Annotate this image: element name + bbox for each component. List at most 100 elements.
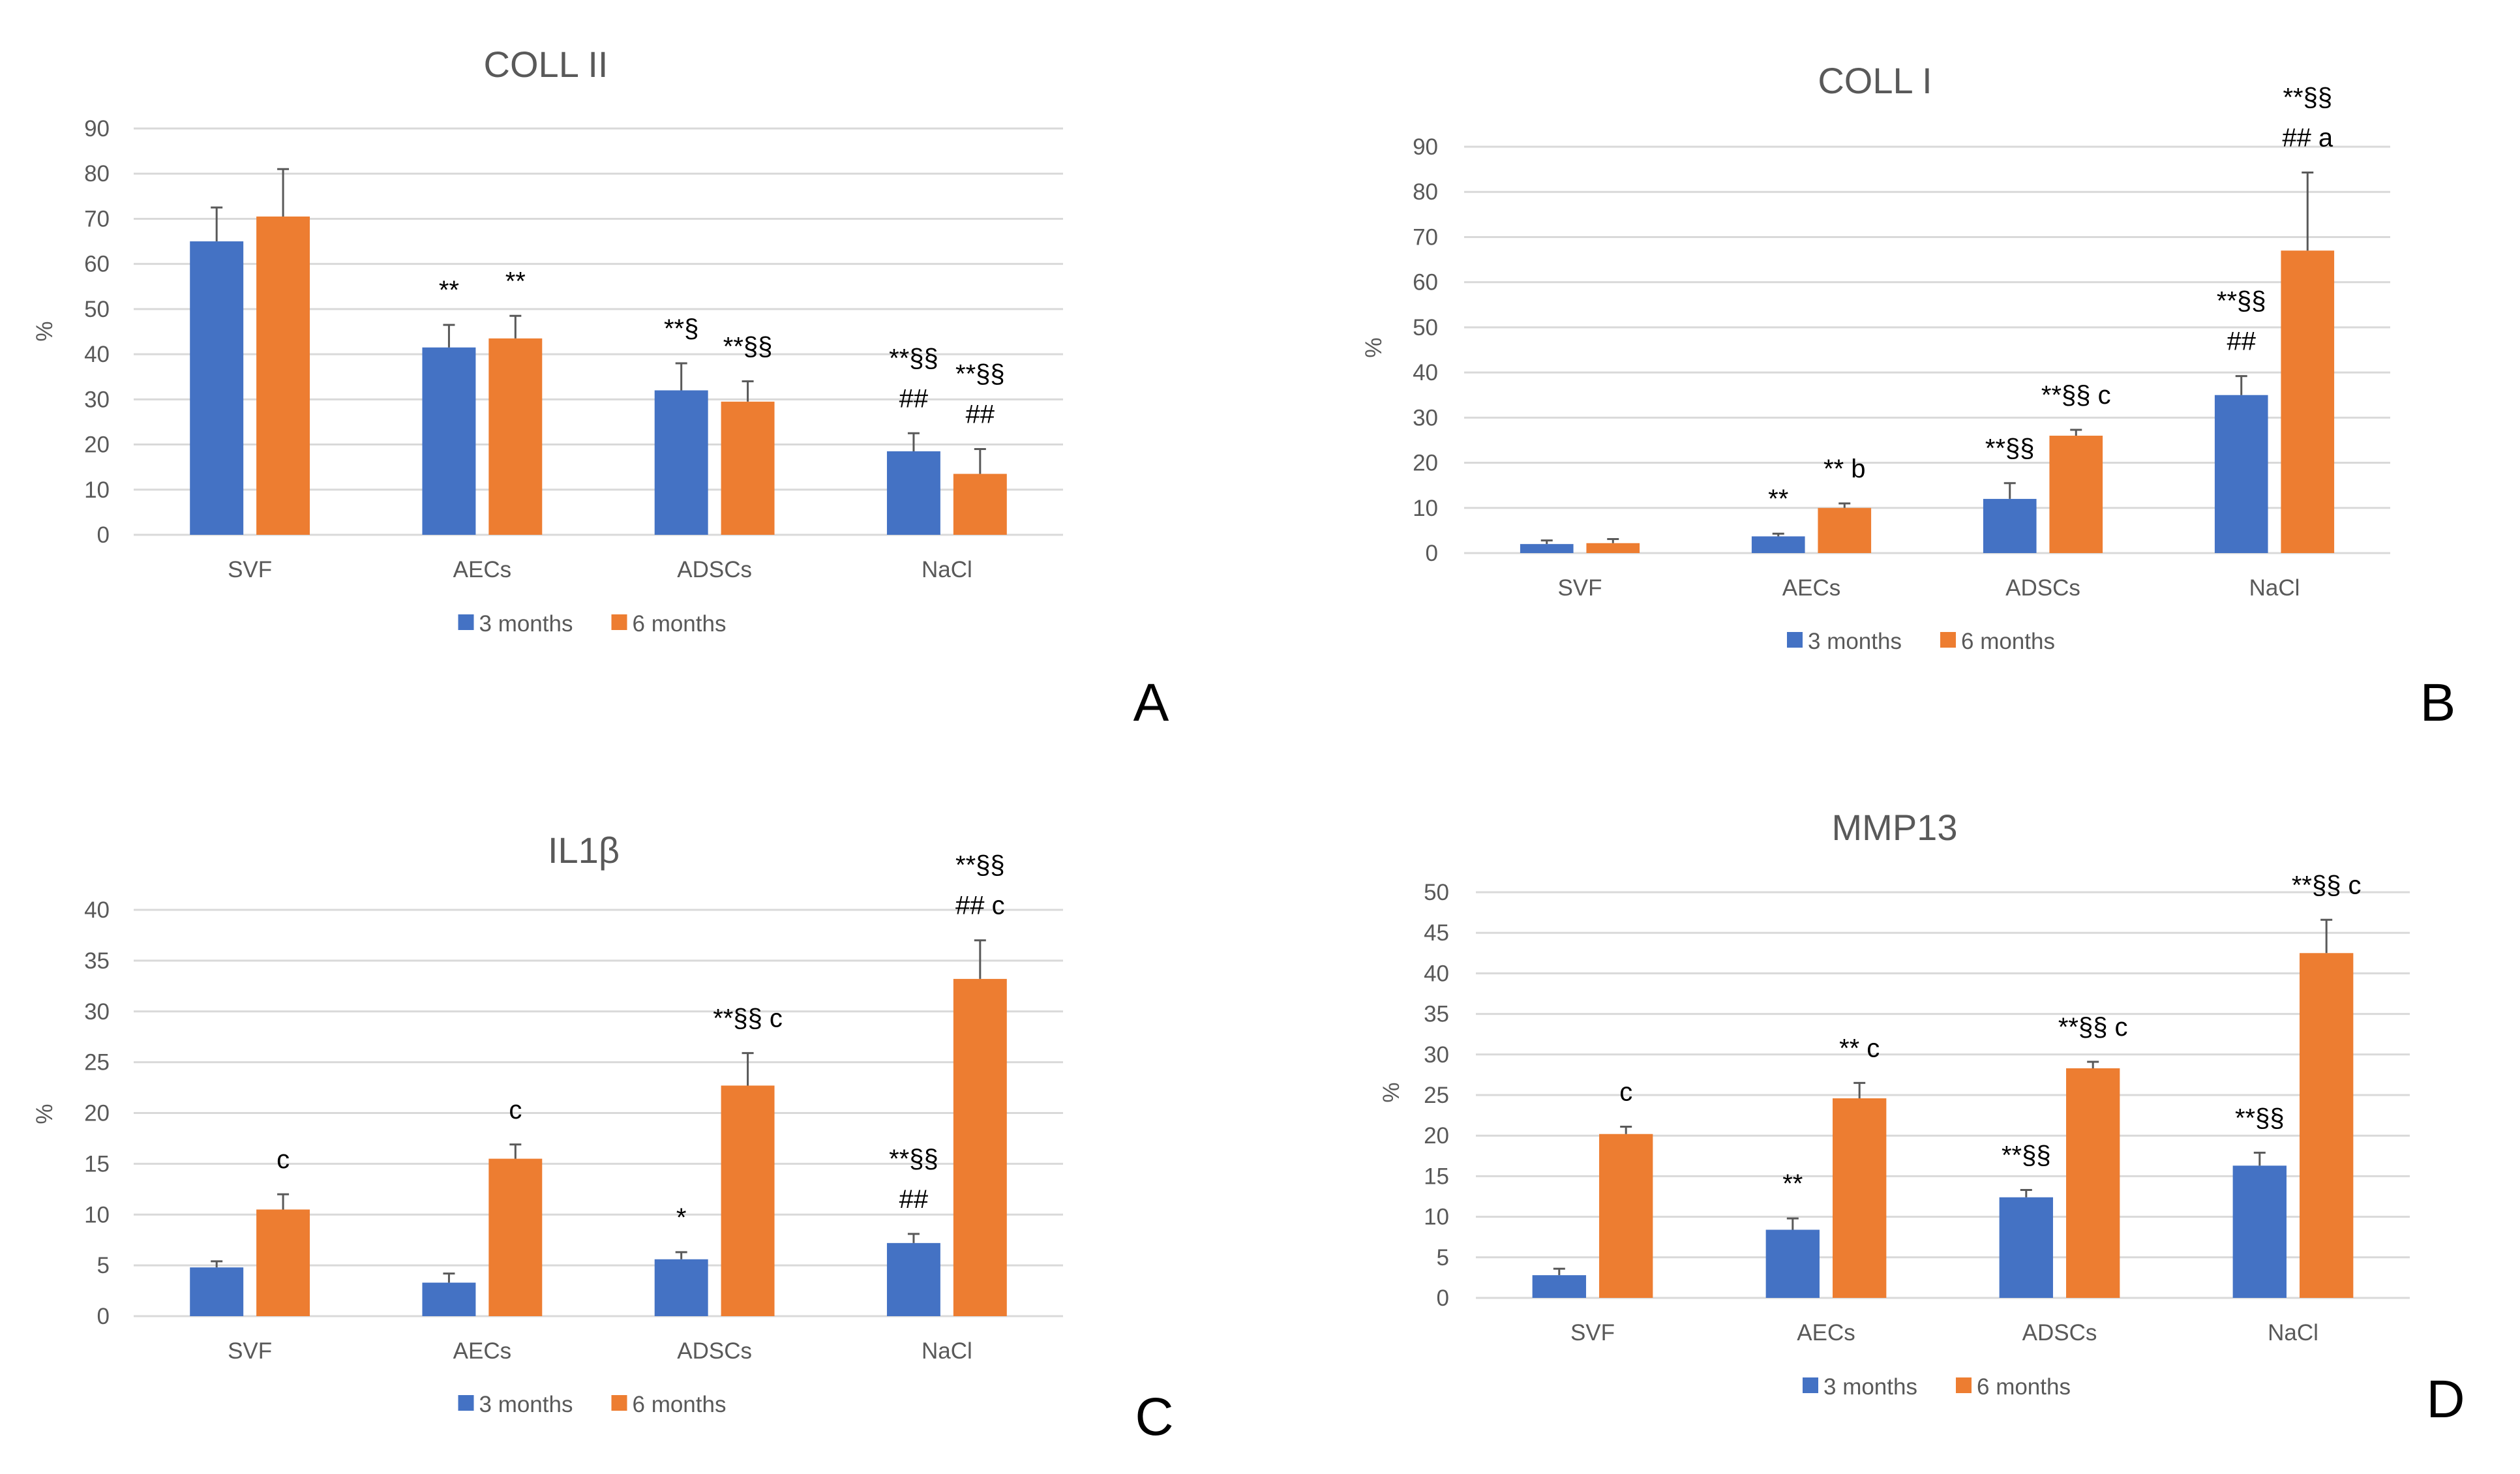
- y-tick-label: 10: [84, 1202, 110, 1227]
- y-axis-label: %: [32, 321, 57, 341]
- significance-label: ##: [899, 1185, 929, 1214]
- significance-label: **§§: [2235, 1104, 2285, 1132]
- x-tick-label: ADSCs: [677, 1338, 752, 1364]
- y-tick-label: 50: [1424, 880, 1449, 905]
- significance-label: **§§: [2217, 287, 2266, 316]
- y-tick-label: 35: [84, 948, 110, 974]
- y-tick-label: 40: [1424, 961, 1449, 986]
- error-bar: [211, 206, 223, 242]
- bar-adscs-6m: [721, 1085, 775, 1316]
- significance-label: **§§ c: [2292, 871, 2362, 899]
- error-bar: [1607, 538, 1619, 543]
- y-tick-label: 70: [1413, 224, 1438, 250]
- significance-label: **§: [664, 314, 698, 343]
- bar-aecs-3m: [422, 347, 476, 535]
- chart-title: MMP13: [1832, 807, 1958, 848]
- y-axis-label: %: [1361, 337, 1387, 357]
- significance-label: **: [505, 267, 526, 295]
- bar-adscs-3m: [654, 390, 708, 535]
- y-tick-label: 5: [1437, 1245, 1449, 1271]
- y-tick-label: 30: [1413, 405, 1438, 430]
- y-tick-label: 5: [97, 1253, 110, 1278]
- y-tick-label: 25: [1424, 1083, 1449, 1108]
- y-tick-label: 20: [84, 432, 110, 458]
- error-bar: [2087, 1060, 2099, 1068]
- error-bar: [211, 1260, 223, 1268]
- x-tick-label: AECs: [453, 1338, 511, 1364]
- significance-label: **§§: [2002, 1141, 2051, 1170]
- bar-svf-6m: [256, 1209, 310, 1316]
- legend-swatch: [1803, 1377, 1818, 1393]
- y-tick-label: 30: [84, 999, 110, 1025]
- x-tick-label: AECs: [453, 557, 511, 582]
- bar-svf-3m: [190, 241, 244, 535]
- y-tick-label: 45: [1424, 920, 1449, 946]
- legend-label: 6 months: [1961, 629, 2055, 654]
- legend-label: 3 months: [479, 611, 573, 637]
- bar-nacl-3m: [886, 1242, 940, 1316]
- bar-svf-6m: [1599, 1134, 1653, 1298]
- legend-label: 3 months: [1823, 1374, 1917, 1400]
- chart-title: COLL I: [1818, 60, 1932, 101]
- error-bar: [509, 1143, 522, 1159]
- bar-aecs-3m: [1751, 536, 1805, 553]
- significance-label: ## a: [2282, 123, 2333, 152]
- chart-panel-c: IL1β 0 5 10 15 20 25 30 35 40% SVF c AECs c ADSCs * **§§…: [32, 830, 1174, 1447]
- bar-aecs-6m: [488, 1158, 543, 1316]
- error-bar: [974, 447, 986, 474]
- error-bar: [2003, 482, 2016, 499]
- error-bar: [675, 1251, 687, 1259]
- bar-svf-3m: [1532, 1275, 1586, 1298]
- y-tick-label: 0: [1426, 541, 1438, 566]
- y-tick-label: 90: [1413, 134, 1438, 160]
- chart-panel-d: MMP13 0 5 10 15 20 25 30 35 40 45 50% SVF c AECs ** ** c…: [1379, 807, 2465, 1429]
- legend-label: 3 months: [1808, 629, 1902, 654]
- x-tick-label: ADSCs: [2022, 1320, 2097, 1346]
- significance-label: **§§: [889, 1145, 938, 1173]
- legend-swatch: [1956, 1377, 1972, 1393]
- significance-label: **§§: [889, 344, 938, 372]
- legend-swatch: [611, 614, 627, 630]
- y-tick-label: 20: [1413, 451, 1438, 476]
- error-bar: [1853, 1081, 1866, 1098]
- significance-label: **§§: [1985, 434, 2035, 463]
- error-bar: [907, 1233, 920, 1243]
- significance-label: **§§ c: [2058, 1013, 2128, 1042]
- significance-label: **: [1768, 485, 1788, 513]
- legend-swatch: [1940, 632, 1956, 648]
- significance-label: ##: [2227, 327, 2256, 356]
- significance-label: **§§ c: [2041, 381, 2111, 410]
- bar-nacl-3m: [886, 451, 940, 535]
- x-tick-label: ADSCs: [2005, 575, 2080, 601]
- error-bar: [277, 1193, 290, 1210]
- y-tick-label: 30: [84, 387, 110, 412]
- x-tick-label: SVF: [1557, 575, 1602, 601]
- error-bar: [2253, 1151, 2266, 1166]
- error-bar: [742, 1052, 754, 1086]
- bar-svf-6m: [1586, 543, 1640, 553]
- error-bar: [1838, 502, 1851, 508]
- bar-svf-6m: [256, 216, 310, 535]
- error-bar: [1553, 1267, 1565, 1276]
- error-bar: [1620, 1126, 1632, 1134]
- error-bar: [277, 168, 290, 217]
- y-tick-label: 0: [97, 522, 110, 548]
- y-tick-label: 80: [84, 161, 110, 187]
- significance-label: c: [1619, 1078, 1632, 1107]
- chart-title: IL1β: [548, 830, 620, 871]
- bar-nacl-3m: [2214, 395, 2268, 553]
- y-tick-label: 10: [1424, 1205, 1449, 1230]
- legend-swatch: [1787, 632, 1803, 648]
- bar-nacl-6m: [953, 474, 1007, 535]
- y-tick-label: 35: [1424, 1002, 1449, 1027]
- y-tick-label: 60: [1413, 270, 1438, 295]
- bar-nacl-6m: [953, 978, 1007, 1316]
- y-tick-label: 30: [1424, 1042, 1449, 1068]
- significance-label: **§§: [2283, 83, 2332, 112]
- chart-panel-b: COLL I 0 10 20 30 40 50 60 70 80 90% SVF AECs ** ** b A…: [1361, 60, 2455, 732]
- legend-label: 6 months: [633, 1392, 727, 1417]
- error-bar: [1786, 1217, 1799, 1230]
- y-tick-label: 40: [84, 342, 110, 367]
- significance-label: **§§: [723, 333, 773, 361]
